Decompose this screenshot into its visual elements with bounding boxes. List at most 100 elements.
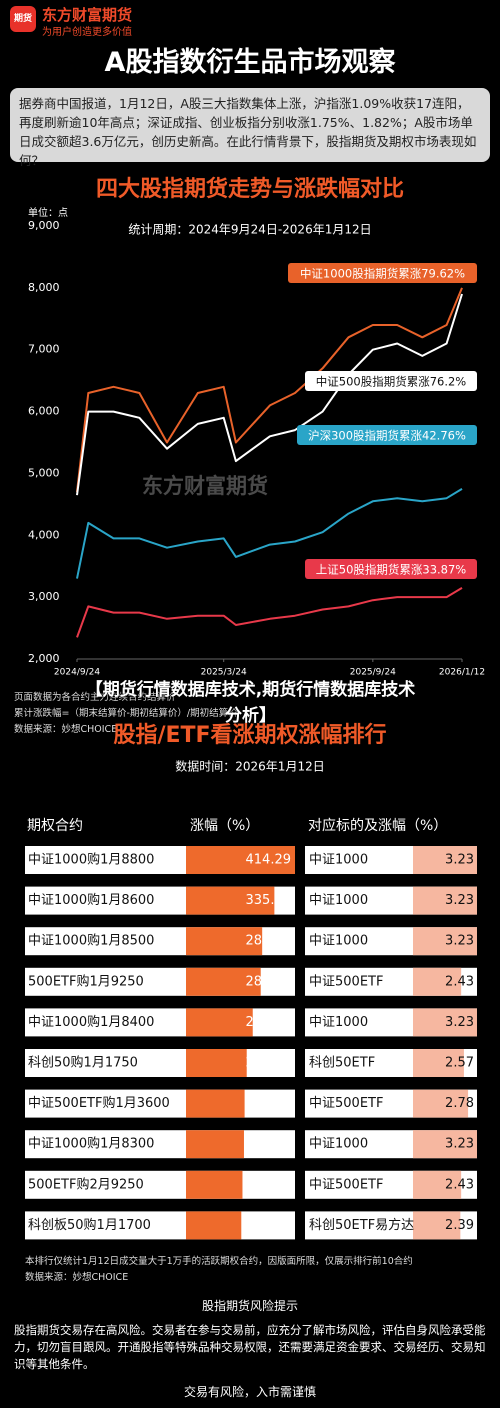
contract: 中证1000购1月8500: [28, 933, 154, 949]
underlying: 中证1000: [309, 893, 368, 908]
underlying-bar: [413, 1130, 477, 1159]
underlying: 中证1000: [309, 1137, 368, 1152]
chart: 四大股指期货走势与涨跌幅对比 单位：点 统计周期：2024年9月24日-2026…: [28, 176, 485, 678]
x-tick-label: 2026/1/12: [439, 668, 485, 678]
underlying: 中证1000: [309, 1015, 368, 1030]
annotation-box: [305, 371, 477, 391]
chart-title: 四大股指期货走势与涨跌幅对比: [96, 176, 404, 202]
annotation: 沪深300股指期货累涨42.76%: [308, 429, 466, 443]
change-bar: [186, 1211, 242, 1240]
contract: 中证1000购1月8600: [28, 892, 154, 908]
change: 284.00: [246, 974, 292, 989]
change: 214.63: [246, 1177, 292, 1192]
table-title: 股指/ETF看涨期权涨幅排行: [113, 722, 386, 748]
note: 数据来源：妙想CHOICE: [14, 724, 118, 735]
underlying: 中证500ETF: [309, 1177, 383, 1192]
footnote-line: 本排行仅统计1月12日成交量大于1万手的活跃期权合约，因版面所限，仅展示排行前1…: [25, 1256, 413, 1267]
change: 289.52: [246, 934, 292, 949]
x-tick-label: 2025/3/24: [201, 668, 247, 678]
change: 230.77: [246, 1056, 292, 1071]
table-date: 数据时间：2026年1月12日: [175, 759, 324, 774]
change: 414.29: [246, 853, 292, 868]
risk-text: 股指期货交易存在高风险。交易者在参与交易前，应充分了解市场风险，评估自身风险承受…: [14, 1323, 486, 1371]
change-bar: [186, 886, 275, 915]
underlying-change: 2.78: [445, 1096, 474, 1111]
contract: 500ETF购1月9250: [28, 973, 144, 989]
annotation-box: [288, 263, 477, 283]
annotation-box: [305, 559, 477, 579]
underlying-bar: [413, 1008, 477, 1037]
cell: [25, 1211, 295, 1240]
cell: [25, 1170, 295, 1199]
underlying-change: 3.23: [445, 893, 474, 908]
underlying-change: 2.57: [445, 1056, 474, 1071]
cell: [25, 1089, 295, 1118]
underlying: 中证1000: [309, 853, 368, 868]
underlying-bar: [413, 886, 477, 915]
change: 335.90: [246, 893, 292, 908]
underlying-bar: [413, 1211, 461, 1240]
underlying-bar: [413, 1170, 462, 1199]
cell: [25, 1130, 295, 1159]
note: 累计涨跌幅=（期末结算价-期初结算价）/期初结算价: [14, 708, 238, 719]
underlying-change: 3.23: [445, 1137, 474, 1152]
underlying: 中证500ETF: [309, 974, 383, 989]
y-tick-label: 4,000: [28, 528, 60, 541]
contract: 科创板50购1月1700: [28, 1217, 151, 1233]
footnote-line: 数据来源：妙想CHOICE: [25, 1272, 129, 1283]
change: 253.68: [246, 1015, 292, 1030]
underlying-bar: [413, 1049, 464, 1077]
brand: 东方财富期货: [42, 6, 133, 24]
underlying-change: 3.23: [445, 853, 474, 868]
underlying-change: 3.23: [445, 1015, 474, 1030]
x-tick-label: 2025/9/24: [350, 668, 396, 678]
underlying: 科创50ETF: [309, 1056, 375, 1071]
table: 股指/ETF看涨期权涨幅排行 数据时间：2026年1月12日 期权合约 涨幅（%…: [25, 722, 477, 1240]
y-tick-label: 8,000: [28, 281, 60, 294]
change-bar: [186, 967, 261, 996]
underlying-bar: [413, 1089, 469, 1118]
notes: 页面数据为各合约主力连续合约结算价 累计涨跌幅=（期末结算价-期初结算价）/期初…: [14, 690, 238, 738]
footnote: 本排行仅统计1月12日成交量大于1万手的活跃期权合约，因版面所限，仅展示排行前1…: [25, 1254, 413, 1286]
risk-footer: 交易有风险，入市需谨慎: [183, 1385, 316, 1399]
change-bar: [186, 927, 263, 956]
change-bar: [186, 1130, 244, 1159]
y-tick-label: 6,000: [28, 405, 60, 418]
change: 220.34: [246, 1137, 292, 1152]
table-header: 期权合约: [27, 818, 83, 834]
intro: 据券商中国报道，1月12日，A股三大指数集体上涨，沪指涨1.09%收获17连阳，…: [10, 88, 490, 168]
underlying-change: 3.23: [445, 934, 474, 949]
underlying-change: 2.39: [445, 1218, 474, 1233]
overlay-title: 【期货行情数据库技术,期货行情数据库技术分析】: [85, 680, 416, 726]
change-bar: [186, 1008, 253, 1037]
annotation-box: [297, 425, 477, 445]
underlying: 科创50ETF易方达: [309, 1217, 414, 1233]
annotation: 中证1000股指期货累涨79.62%: [300, 267, 465, 281]
slogan: 为用户创造更多价值: [42, 27, 132, 38]
underlying-change: 2.43: [445, 974, 474, 989]
underlying-bar: [413, 927, 477, 956]
underlying: 中证1000: [309, 934, 368, 949]
annotation: 上证50股指期货累涨33.87%: [316, 563, 467, 577]
y-tick-label: 7,000: [28, 343, 60, 356]
contract: 中证500ETF购1月3600: [28, 1095, 170, 1111]
page-title: A股指数衍生品市场观察: [104, 47, 396, 78]
underlying-change: 2.43: [445, 1177, 474, 1192]
contract: 中证1000购1月8800: [28, 852, 154, 868]
series-line: [76, 587, 463, 638]
change: 210.15: [246, 1218, 292, 1233]
series-line: [76, 287, 463, 493]
note: 页面数据为各合约主力连续合约结算价: [14, 692, 176, 703]
change: 222.73: [246, 1096, 292, 1111]
logo: 期货: [10, 6, 36, 32]
contract: 中证1000购1月8400: [28, 1014, 154, 1030]
change-bar: [186, 1089, 245, 1118]
underlying: 中证500ETF: [309, 1096, 383, 1111]
contract: 中证1000购1月8300: [28, 1136, 154, 1152]
series-line: [76, 293, 463, 496]
annotation: 中证500股指期货累涨76.2%: [316, 375, 467, 389]
contract: 科创50购1月1750: [28, 1055, 138, 1071]
underlying-bar: [413, 846, 477, 874]
risk-title: 股指期货风险提示: [201, 1299, 298, 1313]
